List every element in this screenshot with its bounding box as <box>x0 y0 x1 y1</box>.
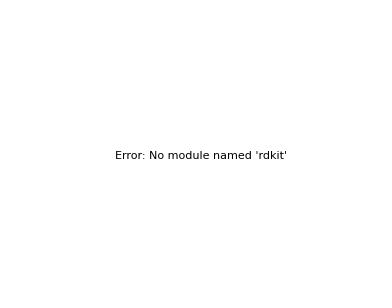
Text: Error: No module named 'rdkit': Error: No module named 'rdkit' <box>115 151 287 160</box>
